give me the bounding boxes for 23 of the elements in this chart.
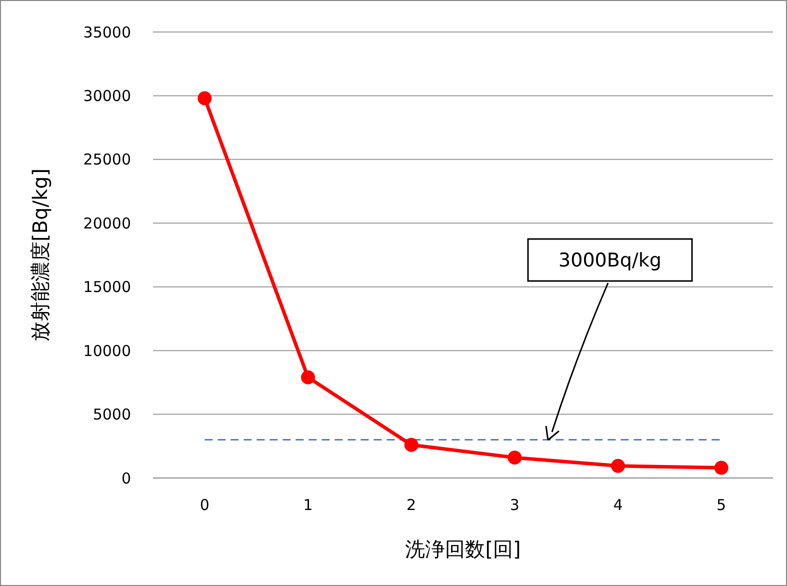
- x-tick-label: 5: [716, 496, 726, 514]
- point: [301, 370, 315, 384]
- y-tick-label: 15000: [83, 278, 131, 296]
- y-tick-label: 20000: [83, 214, 131, 232]
- x-tick-label: 2: [406, 496, 416, 514]
- point: [714, 460, 728, 475]
- y-axis-title: 放射能濃度[Bq/kg]: [28, 168, 52, 342]
- x-axis-title: 洗浄回数[回]: [405, 537, 521, 561]
- y-tick-label: 5000: [92, 406, 131, 424]
- x-tick-label: 3: [510, 496, 520, 514]
- y-tick-label: 10000: [83, 342, 131, 360]
- y-tick-label: 0: [121, 469, 131, 488]
- point: [508, 450, 522, 465]
- y-tick-label: 25000: [83, 150, 131, 169]
- point: [404, 438, 418, 452]
- x-tick-label: 1: [303, 496, 313, 514]
- y-tick-label: 30000: [83, 86, 131, 105]
- x-tick-label: 4: [613, 496, 623, 514]
- point: [198, 91, 212, 106]
- x-tick-label: 0: [200, 496, 210, 514]
- annotation: 3000Bq/kg: [558, 250, 662, 272]
- y-tick-label: 35000: [83, 23, 131, 42]
- point: [611, 458, 625, 473]
